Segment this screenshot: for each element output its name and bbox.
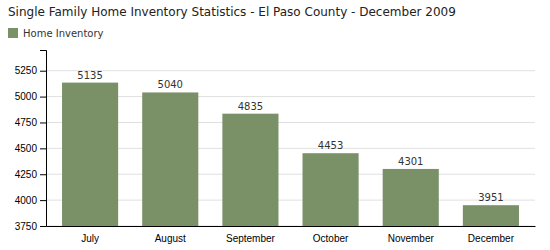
bar xyxy=(222,114,278,226)
x-tick: July xyxy=(81,233,99,244)
x-tick-label: September xyxy=(226,233,276,244)
y-tick: 4500 xyxy=(15,143,46,154)
bar xyxy=(463,205,519,226)
x-tick-label: November xyxy=(388,233,435,244)
y-tick-mark xyxy=(40,71,46,72)
data-label: 4835 xyxy=(238,101,263,112)
grid xyxy=(46,71,535,226)
x-tick: December xyxy=(468,233,515,244)
y-tick-label: 4750 xyxy=(15,117,38,128)
y-tick: 4750 xyxy=(15,117,46,128)
y-tick: 5000 xyxy=(15,91,46,102)
legend-item: Home Inventory xyxy=(8,28,104,39)
x-tick-label: July xyxy=(81,233,99,244)
y-tick-label: 5000 xyxy=(15,91,38,102)
data-label: 4453 xyxy=(318,140,343,151)
y-tick-mark xyxy=(40,174,46,175)
x-tick-label: December xyxy=(468,233,515,244)
grid-line xyxy=(46,70,535,71)
y-tick: 4000 xyxy=(15,195,46,206)
y-tick-label: 4500 xyxy=(15,143,38,154)
x-axis: July August September October November Decemb… xyxy=(47,227,536,245)
x-tick: September xyxy=(226,233,276,244)
y-axis: 3750 4000 4250 4500 4750 5000 5250 xyxy=(15,51,47,232)
data-label: 3951 xyxy=(478,192,503,203)
grid-line xyxy=(46,200,535,201)
bar xyxy=(383,169,439,226)
y-tick-label: 3750 xyxy=(15,221,38,232)
grid-line xyxy=(46,174,535,175)
grid-line xyxy=(46,122,535,123)
y-tick: 5250 xyxy=(15,65,46,76)
data-label: 5135 xyxy=(77,70,102,81)
y-tick: 4250 xyxy=(15,169,46,180)
y-tick-label: 4000 xyxy=(15,195,38,206)
grid-line xyxy=(46,148,535,149)
x-tick-label: August xyxy=(155,233,186,244)
data-label: 4301 xyxy=(398,156,423,167)
plot: 5135 5040 4835 4453 4301 3951 3750 4000 4250 4500… xyxy=(15,51,536,245)
legend: Home Inventory xyxy=(8,28,104,39)
bar xyxy=(142,92,198,226)
x-tick: October xyxy=(313,233,349,244)
y-tick-label: 5250 xyxy=(15,65,38,76)
bar xyxy=(303,153,359,226)
x-tick: August xyxy=(155,233,186,244)
title: Single Family Home Inventory Statistics … xyxy=(8,5,456,19)
x-tick-label: October xyxy=(313,233,349,244)
y-tick-mark xyxy=(40,200,46,201)
marks xyxy=(62,83,519,226)
chart: Single Family Home Inventory Statistics … xyxy=(0,0,550,250)
x-axis-line xyxy=(47,226,536,227)
data-labels: 5135 5040 4835 4453 4301 3951 xyxy=(77,70,503,204)
y-tick-label: 4250 xyxy=(15,169,38,180)
y-tick-mark xyxy=(40,148,46,149)
x-tick: November xyxy=(388,233,435,244)
legend-label: Home Inventory xyxy=(23,28,104,39)
data-label: 5040 xyxy=(158,79,183,90)
y-tick-mark xyxy=(40,226,46,227)
y-tick-mark xyxy=(40,97,46,98)
bar xyxy=(62,83,118,226)
grid-line xyxy=(46,226,535,227)
y-axis-line xyxy=(40,51,47,227)
y-tick-mark xyxy=(40,122,46,123)
grid-line xyxy=(46,96,535,97)
y-tick: 3750 xyxy=(15,221,46,232)
legend-swatch xyxy=(8,28,18,38)
